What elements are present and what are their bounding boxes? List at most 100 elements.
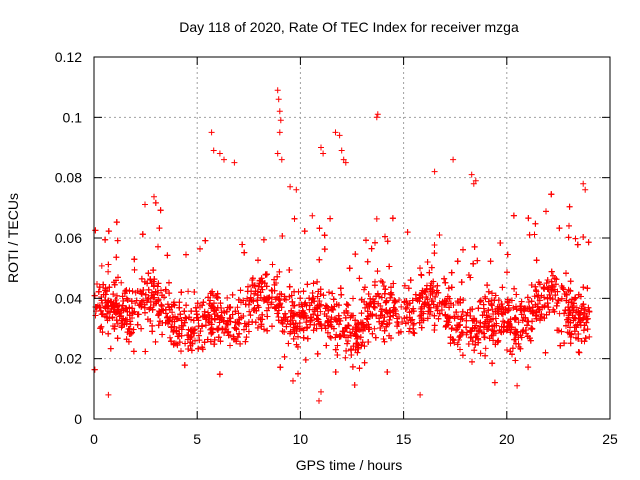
data-point bbox=[441, 275, 448, 282]
data-point bbox=[576, 349, 583, 356]
data-point bbox=[322, 325, 329, 332]
data-point bbox=[200, 299, 207, 306]
data-point bbox=[578, 305, 585, 312]
data-point bbox=[235, 319, 242, 326]
data-point bbox=[310, 311, 317, 318]
data-point bbox=[463, 312, 470, 319]
data-point bbox=[168, 303, 175, 310]
data-point bbox=[194, 314, 201, 321]
data-point bbox=[577, 311, 584, 318]
data-point bbox=[410, 329, 417, 336]
data-point bbox=[584, 315, 591, 322]
data-point bbox=[133, 297, 140, 304]
data-point bbox=[482, 345, 489, 352]
y-tick-label: 0.12 bbox=[55, 49, 82, 65]
data-point bbox=[541, 294, 548, 301]
data-point bbox=[209, 288, 216, 295]
data-point bbox=[405, 285, 412, 292]
data-point bbox=[357, 326, 364, 333]
data-point bbox=[525, 299, 532, 305]
data-point bbox=[257, 316, 264, 323]
data-point bbox=[142, 201, 148, 208]
data-point bbox=[295, 288, 302, 295]
data-point bbox=[479, 329, 485, 336]
data-point bbox=[403, 314, 410, 321]
data-point bbox=[431, 242, 438, 248]
data-point bbox=[309, 212, 316, 219]
data-point bbox=[214, 327, 221, 333]
x-tick-label: 20 bbox=[499, 431, 515, 447]
data-point bbox=[149, 322, 156, 329]
data-point bbox=[366, 326, 373, 332]
data-point bbox=[161, 294, 167, 301]
data-point bbox=[207, 338, 214, 345]
data-point bbox=[467, 313, 474, 319]
data-point bbox=[224, 320, 231, 326]
data-point bbox=[388, 284, 394, 291]
data-point bbox=[525, 318, 532, 325]
data-point bbox=[291, 215, 298, 222]
data-point bbox=[401, 315, 408, 322]
data-point bbox=[168, 338, 175, 345]
data-point bbox=[482, 295, 489, 302]
data-point bbox=[381, 327, 388, 334]
data-point bbox=[289, 317, 296, 324]
data-point bbox=[329, 305, 336, 312]
data-point bbox=[324, 303, 331, 310]
data-point bbox=[183, 315, 190, 322]
data-point bbox=[316, 225, 323, 232]
data-point bbox=[231, 159, 238, 166]
data-point bbox=[141, 278, 148, 285]
data-point bbox=[153, 298, 160, 305]
data-point bbox=[191, 326, 197, 333]
data-point bbox=[575, 291, 582, 298]
data-point bbox=[259, 311, 266, 318]
data-point bbox=[448, 325, 455, 332]
data-point bbox=[124, 329, 131, 336]
data-point bbox=[504, 319, 511, 326]
data-point bbox=[97, 307, 104, 314]
data-point bbox=[418, 324, 425, 331]
data-point bbox=[272, 305, 278, 312]
data-point bbox=[147, 298, 154, 305]
data-point bbox=[390, 312, 397, 319]
data-point bbox=[219, 325, 226, 332]
data-point bbox=[509, 345, 516, 352]
data-point bbox=[334, 342, 341, 349]
data-point bbox=[311, 321, 318, 328]
data-point bbox=[345, 302, 352, 309]
data-point bbox=[123, 287, 130, 294]
data-point bbox=[137, 301, 144, 308]
data-point bbox=[568, 296, 575, 303]
data-point bbox=[522, 305, 529, 312]
data-point bbox=[301, 310, 308, 317]
data-point bbox=[111, 309, 117, 315]
data-point bbox=[561, 310, 568, 317]
data-point bbox=[317, 291, 324, 297]
data-point bbox=[364, 308, 371, 315]
data-point bbox=[382, 299, 389, 306]
data-point bbox=[227, 342, 233, 349]
grid-lines bbox=[94, 57, 610, 419]
data-point bbox=[446, 304, 453, 311]
data-point bbox=[582, 186, 589, 193]
data-point bbox=[287, 313, 294, 320]
data-point bbox=[463, 324, 470, 331]
data-point bbox=[386, 309, 393, 316]
data-point bbox=[447, 334, 454, 341]
data-point bbox=[114, 292, 120, 299]
data-point bbox=[397, 328, 404, 335]
data-point bbox=[585, 239, 592, 246]
data-point bbox=[561, 340, 568, 347]
data-point bbox=[111, 325, 118, 332]
data-point bbox=[328, 316, 334, 323]
data-point bbox=[444, 293, 451, 300]
data-point bbox=[359, 319, 366, 326]
data-point bbox=[365, 291, 372, 297]
data-point bbox=[362, 284, 368, 291]
data-point bbox=[352, 251, 359, 258]
data-point bbox=[556, 225, 563, 232]
data-point bbox=[131, 256, 138, 263]
data-point bbox=[138, 325, 145, 332]
data-point bbox=[442, 279, 449, 286]
